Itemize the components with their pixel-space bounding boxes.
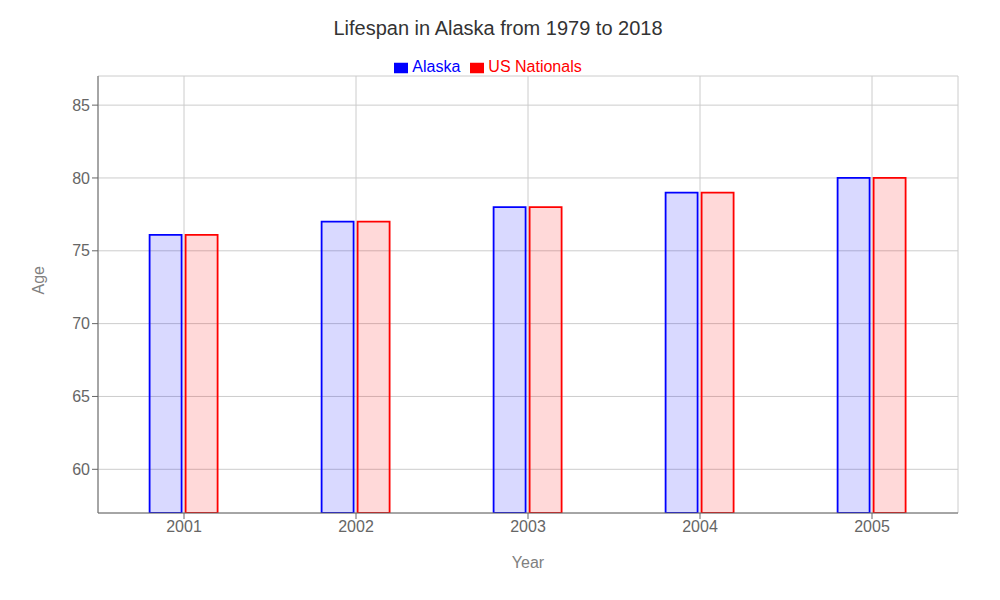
html-text:Alaska: Alaska (412, 58, 461, 75)
html-text:US Nationals: US Nationals (488, 58, 582, 75)
svg-text:65: 65 (72, 388, 90, 405)
svg-text:80: 80 (72, 170, 90, 187)
svg-text:85: 85 (72, 97, 90, 114)
svg-text:Year: Year (512, 554, 545, 571)
svg-text:75: 75 (72, 242, 90, 259)
svg-text:60: 60 (72, 461, 90, 478)
svg-text:2001: 2001 (166, 518, 202, 535)
svg-text:2004: 2004 (682, 518, 718, 535)
svg-text:2003: 2003 (510, 518, 546, 535)
svg-text:70: 70 (72, 315, 90, 332)
html-text:Lifespan in Alaska from 1979 t: Lifespan in Alaska from 1979 to 2018 (333, 17, 663, 39)
svg-text:2005: 2005 (854, 518, 890, 535)
svg-text:2002: 2002 (338, 518, 374, 535)
svg-text:Age: Age (30, 266, 47, 295)
